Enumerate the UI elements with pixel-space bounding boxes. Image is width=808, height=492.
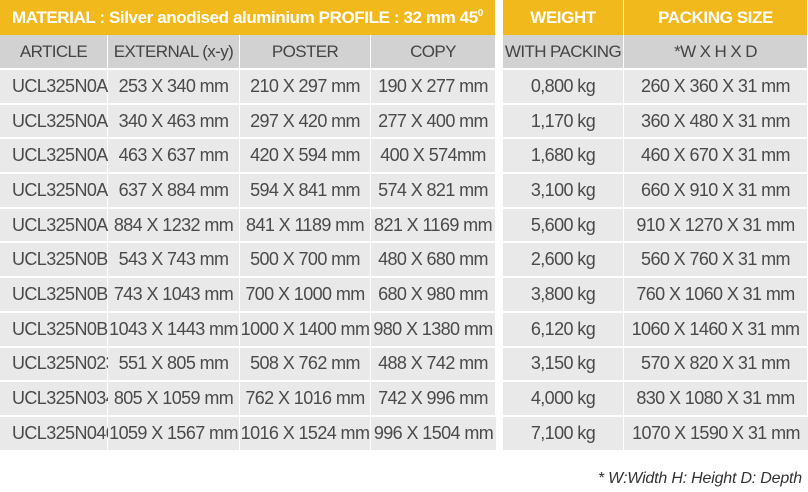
dimension-cell: 297 X 420 mm: [240, 104, 371, 140]
packing-size-cell: 360 X 480 X 31 mm: [624, 104, 808, 140]
weight-cell: 3,150 kg: [503, 347, 624, 383]
dimension-cell: 700 X 1000 mm: [240, 278, 371, 313]
footnote: * W:Width H: Height D: Depth: [597, 470, 802, 487]
article-cell: UCL325N0B2: [0, 243, 118, 279]
weight-cell: 6,120 kg: [503, 312, 624, 348]
weight-cell: 0,800 kg: [503, 70, 624, 105]
dimension-cell: 420 X 594 mm: [240, 139, 371, 175]
dimension-cell: 400 X 574mm: [371, 139, 496, 175]
weight-header: WEIGHT: [503, 0, 624, 35]
dimension-cell: 743 X 1043 mm: [108, 278, 240, 313]
dimension-cell: 594 X 841 mm: [240, 174, 371, 209]
dimension-cell: 277 X 400 mm: [371, 104, 496, 140]
dimension-cell: 551 X 805 mm: [108, 347, 240, 383]
dimension-cell: 480 X 680 mm: [371, 243, 496, 279]
dimension-cell: 1059 X 1567 mm: [108, 416, 240, 452]
dimension-cell: 463 X 637 mm: [108, 139, 240, 175]
packing-size-cell: 910 X 1270 X 31 mm: [624, 208, 808, 244]
packing-size-cell: 560 X 760 X 31 mm: [624, 243, 808, 279]
material-header-text: MATERIAL : Silver anodised aluminium PRO…: [12, 7, 478, 27]
dimension-cell: 680 X 980 mm: [371, 278, 496, 313]
dimension-cell: 821 X 1169 mm: [371, 208, 496, 244]
dimension-cell: 1043 X 1443 mm: [108, 312, 240, 348]
article-cell: UCL325N046: [0, 416, 116, 452]
article-cell: UCL325N0A2: [0, 139, 118, 175]
article-cell: UCL325N0A1: [0, 174, 118, 209]
specs-table: MATERIAL : Silver anodised aluminium PRO…: [0, 0, 496, 452]
dimension-cell: 762 X 1016 mm: [240, 382, 371, 417]
dimension-cell: 805 X 1059 mm: [108, 382, 240, 417]
packing-size-cell: 570 X 820 X 31 mm: [624, 347, 808, 383]
weight-cell: 1,170 kg: [503, 104, 624, 140]
col-header-copy: COPY: [371, 35, 496, 70]
dimension-cell: 543 X 743 mm: [108, 243, 240, 279]
dimension-cell: 488 X 742 mm: [371, 347, 496, 383]
article-cell: UCL325N0B0: [0, 312, 118, 348]
dimension-cell: 884 X 1232 mm: [108, 208, 240, 244]
weight-cell: 3,100 kg: [503, 174, 624, 209]
col-header-external: EXTERNAL (x-y): [108, 35, 240, 70]
degree-mark: 0: [477, 8, 484, 19]
dimension-cell: 340 X 463 mm: [108, 104, 240, 140]
article-cell: UCL325N0A0: [0, 208, 118, 244]
dimension-cell: 210 X 297 mm: [240, 70, 371, 105]
dimension-cell: 637 X 884 mm: [108, 174, 240, 209]
col-header-poster: POSTER: [240, 35, 371, 70]
dimension-cell: 253 X 340 mm: [108, 70, 240, 105]
dimension-cell: 500 X 700 mm: [240, 243, 371, 279]
weight-cell: 5,600 kg: [503, 208, 624, 244]
dimension-cell: 1016 X 1524 mm: [240, 416, 371, 452]
col-header-with-packing: WITH PACKING: [503, 35, 624, 70]
dimension-cell: 190 X 277 mm: [371, 70, 496, 105]
dimension-cell: 508 X 762 mm: [240, 347, 371, 383]
col-header-whd: *W X H X D: [624, 35, 808, 70]
weight-cell: 7,100 kg: [503, 416, 624, 452]
packing-size-cell: 460 X 670 X 31 mm: [624, 139, 808, 175]
weight-cell: 2,600 kg: [503, 243, 624, 279]
packing-size-cell: 660 X 910 X 31 mm: [624, 174, 808, 209]
packing-size-cell: 830 X 1080 X 31 mm: [624, 382, 808, 417]
dimension-cell: 980 X 1380 mm: [371, 312, 496, 348]
dimension-cell: 1000 X 1400 mm: [240, 312, 371, 348]
article-cell: UCL325N034: [0, 382, 116, 417]
weight-cell: 1,680 kg: [503, 139, 624, 175]
weight-packing-table: WEIGHT PACKING SIZE WITH PACKING *W X H …: [503, 0, 808, 452]
article-cell: UCL325N0A4: [0, 70, 118, 105]
weight-cell: 3,800 kg: [503, 278, 624, 313]
article-cell: UCL325N0A3: [0, 104, 118, 140]
dimension-cell: 742 X 996 mm: [371, 382, 496, 417]
packing-size-cell: 1070 X 1590 X 31 mm: [624, 416, 808, 452]
col-header-article: ARTICLE: [0, 35, 108, 70]
dimension-cell: 841 X 1189 mm: [240, 208, 371, 244]
packing-size-cell: 760 X 1060 X 31 mm: [624, 278, 808, 313]
dimension-cell: 574 X 821 mm: [371, 174, 496, 209]
packing-size-cell: 1060 X 1460 X 31 mm: [624, 312, 808, 348]
weight-cell: 4,000 kg: [503, 382, 624, 417]
dimension-cell: 996 X 1504 mm: [371, 416, 496, 452]
packing-size-cell: 260 X 360 X 31 mm: [624, 70, 808, 105]
article-cell: UCL325N0B1: [0, 278, 118, 313]
article-cell: UCL325N023: [0, 347, 116, 383]
material-header: MATERIAL : Silver anodised aluminium PRO…: [0, 0, 496, 35]
packing-size-header: PACKING SIZE: [624, 0, 808, 35]
